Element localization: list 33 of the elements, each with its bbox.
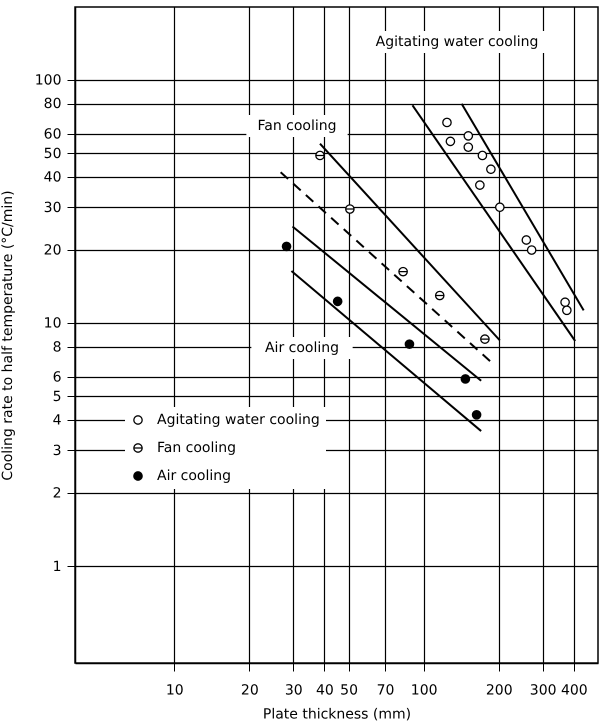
y-tick-label: 2 — [52, 486, 62, 502]
y-tick-label: 5 — [52, 388, 62, 405]
y-tick-label: 60 — [44, 126, 62, 143]
x-tick-label: 40 — [316, 682, 334, 698]
y-tick-label: 30 — [44, 200, 62, 216]
legend-label: Air cooling — [157, 468, 232, 484]
annotation: Fan cooling — [257, 118, 337, 134]
x-tick-label: 100 — [410, 682, 438, 698]
y-tick-label: 40 — [44, 169, 62, 186]
y-tick-label: 1 — [52, 558, 62, 575]
y-tick-label: 4 — [52, 412, 62, 428]
x-axis-title: Plate thickness (mm) — [262, 706, 412, 722]
x-tick-label: 200 — [486, 682, 513, 698]
y-tick-label: 100 — [34, 72, 62, 89]
y-axis-title: Cooling rate to half temperature (°C/min) — [0, 190, 16, 481]
y-tick-label: 10 — [44, 316, 62, 332]
y-tick-label: 8 — [52, 339, 62, 356]
y-tick-label: 3 — [52, 442, 62, 459]
y-tick-label: 6 — [52, 370, 62, 386]
x-tick-label: 300 — [530, 682, 557, 698]
annotation: Agitating water cooling — [376, 34, 538, 50]
x-tick-label: 30 — [284, 682, 303, 698]
annotation: Air cooling — [264, 340, 340, 356]
x-tick-label: 10 — [166, 682, 184, 698]
y-tick-label: 50 — [44, 146, 62, 162]
y-tick-label: 80 — [44, 96, 62, 112]
x-tick-label: 50 — [340, 682, 358, 698]
legend-label: Fan cooling — [157, 440, 236, 456]
x-tick-label: 70 — [376, 682, 394, 698]
x-tick-label: 400 — [560, 682, 588, 698]
y-tick-label: 20 — [44, 242, 62, 259]
legend-label: Agitating water cooling — [157, 412, 320, 428]
x-tick-label: 20 — [240, 682, 259, 698]
